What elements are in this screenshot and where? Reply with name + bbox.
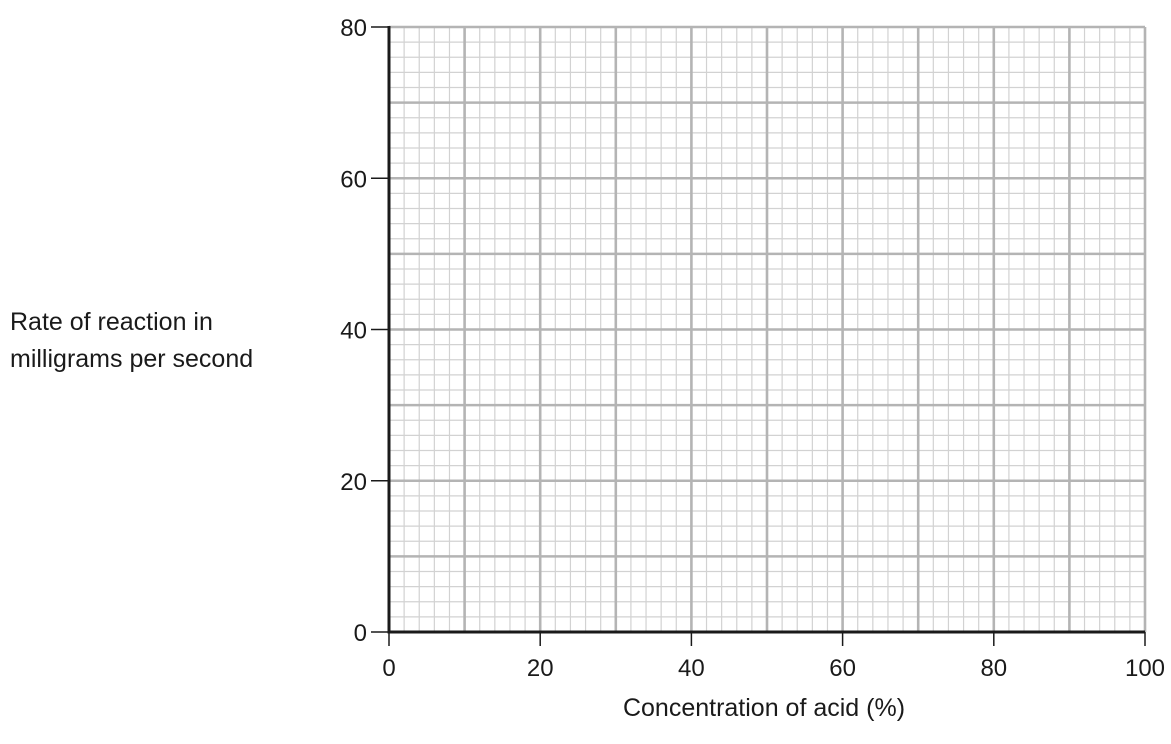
x-tick-label: 20 [527, 655, 554, 682]
y-tick-label: 20 [340, 469, 367, 496]
x-tick-label: 60 [829, 655, 856, 682]
axis-ticks [371, 26, 1146, 646]
x-tick-label: 40 [678, 655, 705, 682]
y-axis-label-line-2: milligrams per second [10, 345, 253, 373]
y-tick-label: 0 [354, 620, 367, 647]
x-tick-label: 0 [382, 655, 395, 682]
x-tick-label: 100 [1125, 655, 1165, 682]
axes [387, 26, 1145, 634]
y-axis-label-line-1: Rate of reaction in [10, 308, 213, 336]
y-tick-labels: 0 20 40 60 80 [340, 15, 367, 647]
x-axis-label: Concentration of acid (%) [623, 694, 905, 722]
y-tick-label: 40 [340, 318, 367, 345]
y-tick-label: 60 [340, 166, 367, 193]
y-tick-label: 80 [340, 15, 367, 42]
x-tick-label: 80 [980, 655, 1007, 682]
x-tick-labels: 0 20 40 60 80 100 [382, 655, 1165, 682]
